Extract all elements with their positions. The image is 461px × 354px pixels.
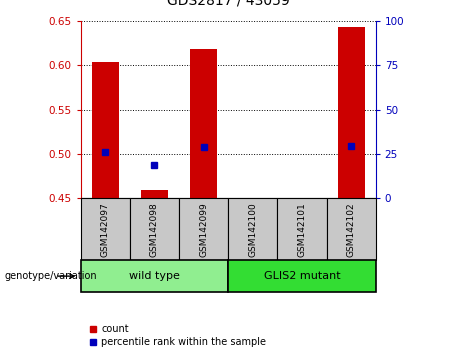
Bar bbox=[81, 260, 228, 292]
Text: GSM142101: GSM142101 bbox=[297, 202, 307, 257]
Bar bbox=[278, 198, 326, 260]
Text: wild type: wild type bbox=[129, 271, 180, 281]
Bar bbox=[179, 198, 228, 260]
Bar bbox=[228, 198, 278, 260]
Text: GDS2817 / 43059: GDS2817 / 43059 bbox=[167, 0, 290, 7]
Text: GSM142102: GSM142102 bbox=[347, 202, 355, 257]
Text: GLIS2 mutant: GLIS2 mutant bbox=[264, 271, 340, 281]
Bar bbox=[81, 198, 130, 260]
Legend: count, percentile rank within the sample: count, percentile rank within the sample bbox=[86, 320, 270, 351]
Bar bbox=[228, 260, 376, 292]
Bar bbox=[337, 27, 365, 198]
Text: GSM142097: GSM142097 bbox=[101, 202, 110, 257]
Bar bbox=[92, 62, 119, 198]
Bar bbox=[141, 190, 168, 198]
Text: GSM142100: GSM142100 bbox=[248, 202, 257, 257]
Bar bbox=[326, 198, 376, 260]
Text: GSM142099: GSM142099 bbox=[199, 202, 208, 257]
Text: GSM142098: GSM142098 bbox=[150, 202, 159, 257]
Bar bbox=[190, 49, 217, 198]
Bar bbox=[130, 198, 179, 260]
Text: genotype/variation: genotype/variation bbox=[5, 271, 97, 281]
